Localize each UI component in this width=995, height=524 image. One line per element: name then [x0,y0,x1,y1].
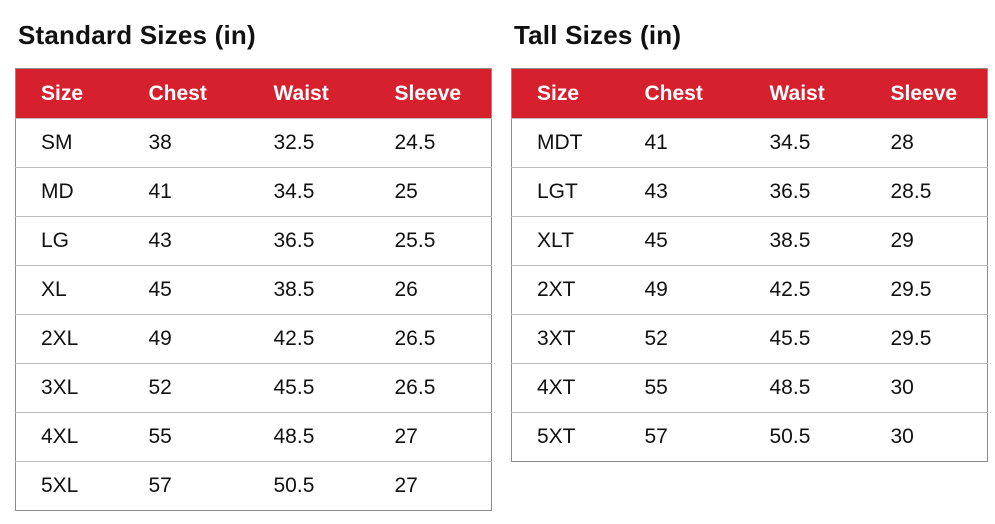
sleeve-cell: 25 [369,167,492,217]
chest-cell: 38 [123,118,249,168]
waist-cell: 42.5 [248,314,370,364]
sleeve-cell: 27 [369,412,492,462]
waist-cell: 48.5 [744,363,866,413]
column-header-size: Size [15,68,124,119]
waist-cell: 42.5 [744,265,866,315]
waist-cell: 45.5 [744,314,866,364]
chest-cell: 41 [619,118,745,168]
waist-cell: 48.5 [248,412,370,462]
column-header-sleeve: Sleeve [369,68,492,119]
tall-sizes-table: Size Chest Waist Sleeve MDT 41 34.5 28 L… [511,68,988,462]
sleeve-cell: 30 [865,363,988,413]
sleeve-cell: 30 [865,412,988,462]
table-row: 4XT 55 48.5 30 [511,363,988,413]
chest-cell: 52 [619,314,745,364]
table-row: LG 43 36.5 25.5 [15,216,492,266]
size-cell: XLT [511,216,620,266]
table-row: LGT 43 36.5 28.5 [511,167,988,217]
size-tables-section: Standard Sizes (in) Size Chest Waist Sle… [15,20,988,511]
waist-cell: 34.5 [744,118,866,168]
tall-sizes-block: Tall Sizes (in) Size Chest Waist Sleeve … [511,20,988,462]
sleeve-cell: 28.5 [865,167,988,217]
table-row: 5XL 57 50.5 27 [15,461,492,511]
column-header-chest: Chest [123,68,249,119]
size-cell: 3XL [15,363,124,413]
table-row: XLT 45 38.5 29 [511,216,988,266]
size-cell: 4XT [511,363,620,413]
waist-cell: 50.5 [248,461,370,511]
table-row: 5XT 57 50.5 30 [511,412,988,462]
size-cell: 2XL [15,314,124,364]
column-header-sleeve: Sleeve [865,68,988,119]
sleeve-cell: 27 [369,461,492,511]
sleeve-cell: 26 [369,265,492,315]
column-header-chest: Chest [619,68,745,119]
chest-cell: 49 [619,265,745,315]
size-cell: 5XT [511,412,620,462]
column-header-size: Size [511,68,620,119]
table-row: MD 41 34.5 25 [15,167,492,217]
chest-cell: 41 [123,167,249,217]
header-row: Size Chest Waist Sleeve [511,68,988,119]
table-row: MDT 41 34.5 28 [511,118,988,168]
waist-cell: 34.5 [248,167,370,217]
size-cell: 3XT [511,314,620,364]
table-row: SM 38 32.5 24.5 [15,118,492,168]
chest-cell: 57 [619,412,745,462]
sleeve-cell: 29.5 [865,265,988,315]
chest-cell: 43 [619,167,745,217]
size-cell: 4XL [15,412,124,462]
header-row: Size Chest Waist Sleeve [15,68,492,119]
table-row: 2XT 49 42.5 29.5 [511,265,988,315]
size-cell: LGT [511,167,620,217]
chest-cell: 52 [123,363,249,413]
sleeve-cell: 25.5 [369,216,492,266]
table-row: 2XL 49 42.5 26.5 [15,314,492,364]
table-row: 3XL 52 45.5 26.5 [15,363,492,413]
sleeve-cell: 26.5 [369,363,492,413]
tall-sizes-title: Tall Sizes (in) [514,20,682,50]
sleeve-cell: 28 [865,118,988,168]
waist-cell: 36.5 [744,167,866,217]
chest-cell: 55 [123,412,249,462]
chest-cell: 45 [619,216,745,266]
standard-sizes-title: Standard Sizes (in) [18,20,256,50]
waist-cell: 38.5 [744,216,866,266]
sleeve-cell: 26.5 [369,314,492,364]
column-header-waist: Waist [744,68,866,119]
waist-cell: 38.5 [248,265,370,315]
chest-cell: 45 [123,265,249,315]
table-row: 4XL 55 48.5 27 [15,412,492,462]
size-cell: 5XL [15,461,124,511]
chest-cell: 57 [123,461,249,511]
sleeve-cell: 29.5 [865,314,988,364]
waist-cell: 45.5 [248,363,370,413]
size-cell: XL [15,265,124,315]
chest-cell: 49 [123,314,249,364]
table-row: XL 45 38.5 26 [15,265,492,315]
chest-cell: 55 [619,363,745,413]
waist-cell: 50.5 [744,412,866,462]
size-cell: MD [15,167,124,217]
size-cell: MDT [511,118,620,168]
standard-sizes-block: Standard Sizes (in) Size Chest Waist Sle… [15,20,492,511]
standard-sizes-table: Size Chest Waist Sleeve SM 38 32.5 24.5 … [15,68,492,511]
table-row: 3XT 52 45.5 29.5 [511,314,988,364]
sleeve-cell: 29 [865,216,988,266]
sleeve-cell: 24.5 [369,118,492,168]
size-cell: LG [15,216,124,266]
size-cell: SM [15,118,124,168]
waist-cell: 32.5 [248,118,370,168]
size-cell: 2XT [511,265,620,315]
chest-cell: 43 [123,216,249,266]
waist-cell: 36.5 [248,216,370,266]
column-header-waist: Waist [248,68,370,119]
